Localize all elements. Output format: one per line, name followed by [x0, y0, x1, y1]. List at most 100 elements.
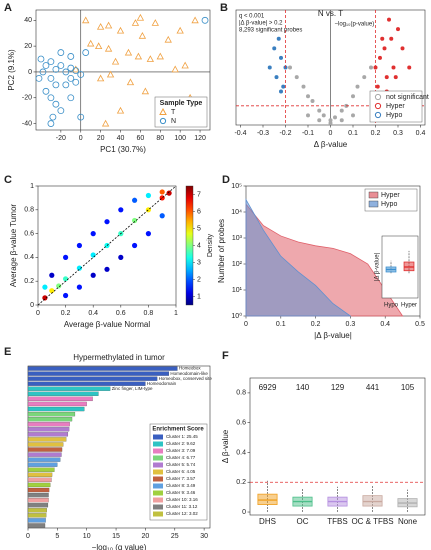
x-axis-label: PC1 (30.7%) [100, 145, 146, 154]
point [328, 118, 333, 123]
x-tick-label: -0.2 [279, 130, 291, 137]
legend-label: Cluster 1: 25.45 [166, 434, 198, 439]
point [35, 74, 43, 82]
colorbar-tick-label: 2 [197, 276, 201, 283]
x-tick-label: 0.2 [61, 310, 71, 317]
x-axis-label: |Δ β-value| [314, 331, 352, 340]
point [42, 87, 50, 95]
x-tick-label: 20 [142, 533, 150, 540]
point [159, 189, 165, 195]
point [159, 213, 165, 219]
point [76, 284, 82, 290]
x-tick-label: OC & TFBS [351, 517, 393, 526]
point [389, 36, 394, 41]
legend-label: Cluster 12: 3.02 [166, 511, 198, 516]
point [106, 70, 115, 78]
y-tick-label: 0.2 [24, 278, 34, 285]
x-tick-label: 0.2 [371, 130, 381, 137]
legend-swatch [159, 107, 167, 115]
point [281, 84, 286, 89]
x-tick-label: 0 [26, 533, 30, 540]
y-axis-label: Average β-value Tumor [9, 204, 18, 287]
point [101, 119, 110, 127]
point [145, 192, 151, 199]
point [132, 197, 138, 203]
x-tick-label: 0 [79, 135, 83, 142]
diagonal [37, 185, 177, 306]
bar-label: Homeodomain [147, 381, 177, 386]
bar [27, 447, 63, 452]
point [67, 94, 75, 102]
bar [27, 391, 99, 396]
point [145, 231, 151, 237]
point [47, 120, 55, 127]
x-tick-label: TFBS [327, 517, 347, 526]
legend-label: Cluster 10: 3.16 [166, 497, 198, 502]
point [380, 36, 385, 41]
legend-swatch [159, 117, 167, 125]
legend-label: T [171, 109, 176, 116]
point [400, 46, 405, 51]
legend-swatch [153, 469, 163, 475]
bar-label: Zinc finger, LIM-type [112, 386, 153, 391]
legend-label: Hypo [381, 201, 397, 208]
legend-label: Cluster 2: 9.62 [166, 441, 196, 446]
point [191, 16, 199, 24]
point [118, 254, 124, 260]
y-tick-label: 10⁴ [231, 209, 242, 216]
box [257, 493, 278, 505]
bar [27, 462, 58, 467]
legend-swatch [153, 441, 163, 447]
point [52, 65, 60, 73]
x-tick-label: 60 [137, 135, 145, 142]
y-axis-label: PC2 (9.1%) [7, 49, 16, 91]
point [72, 65, 80, 73]
bar [27, 432, 69, 437]
y-tick-label: 0.6 [24, 230, 34, 237]
point [56, 283, 62, 289]
x-tick-label: 20 [97, 135, 105, 142]
point [67, 74, 75, 82]
point [384, 75, 389, 80]
box [362, 495, 383, 507]
y-tick-label: 10⁰ [231, 312, 242, 320]
x-tick-label: 0 [244, 321, 248, 328]
bar [27, 492, 49, 498]
plot-frame [37, 185, 177, 306]
legend-label: Cluster 7: 3.57 [166, 476, 196, 481]
y-tick-label: 0.4 [24, 254, 34, 261]
y-tick-label: 0.8 [24, 207, 34, 214]
annotation: |Δ β-value| > 0.2 [239, 21, 283, 27]
legend-swatch [153, 511, 163, 517]
point [63, 254, 69, 260]
plot-frame [35, 9, 211, 131]
y-tick-label: 20 [24, 43, 32, 50]
bar-label: Homeobox, conserved site [159, 376, 213, 381]
count-label: 129 [331, 383, 345, 392]
bar-label: Homeobox [179, 366, 202, 371]
x-tick-label: OC [297, 517, 309, 526]
bar [27, 411, 76, 417]
bar [27, 487, 50, 493]
x-tick-label: -0.3 [257, 130, 269, 137]
y-axis-label: −log₁₀(p-value) [335, 22, 375, 28]
x-tick-label: DHS [259, 517, 276, 526]
x-tick-label: 5 [55, 533, 59, 540]
count-label: 6929 [259, 383, 277, 392]
point [362, 75, 367, 80]
y-tick-label: 10¹ [232, 287, 243, 294]
area [245, 198, 352, 317]
y-tick-label: 0.4 [236, 449, 246, 456]
panel-label: D [222, 174, 230, 186]
colorbar [185, 185, 194, 306]
count-label: 441 [366, 383, 380, 392]
panel-label: F [222, 350, 229, 362]
x-tick-label: 100 [174, 135, 186, 142]
y-tick-label: 0 [242, 509, 246, 516]
bar-label: Homeodomain-like [170, 371, 208, 376]
point [176, 26, 184, 34]
point [131, 19, 140, 26]
colorbar-tick-label: 7 [197, 191, 201, 198]
legend-swatch [153, 434, 163, 440]
